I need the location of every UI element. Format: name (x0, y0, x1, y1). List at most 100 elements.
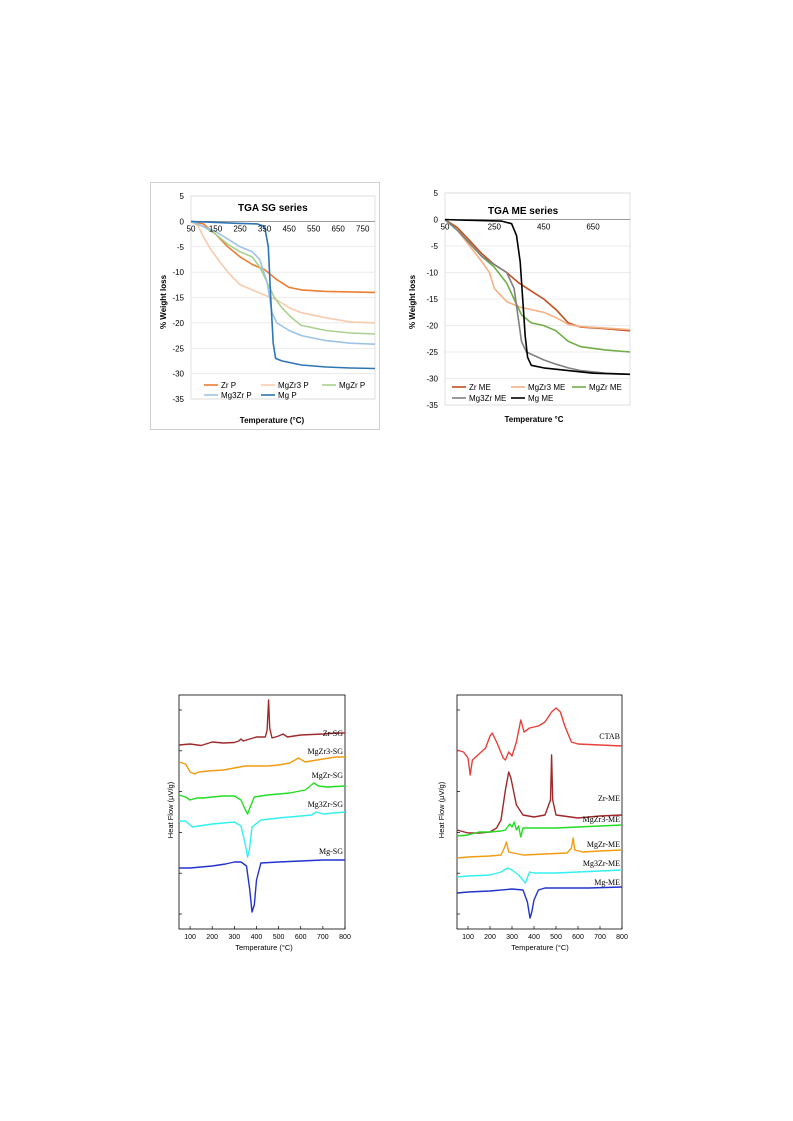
x-tick-label: 250 (488, 223, 502, 232)
x-tick-label: 200 (206, 934, 218, 941)
y-tick-label: -30 (172, 370, 184, 379)
y-tick-label: 0 (180, 217, 185, 226)
y-tick-label: -10 (172, 268, 184, 277)
legend-label-mg-me: Mg ME (528, 394, 553, 403)
chart-title: TGA ME series (488, 206, 559, 217)
curve-label-mg-me: Mg-ME (594, 878, 620, 887)
x-tick-label: 500 (550, 934, 562, 941)
series-line-mg-p (190, 220, 376, 370)
x-tick-label: 350 (258, 224, 272, 233)
x-tick-labels: 50 150 250 350 450 550 650 750 (187, 224, 370, 233)
series-line-mg3zr-me (456, 867, 623, 884)
curve-label-ctab: CTAB (599, 732, 620, 741)
chart-title: TGA SG series (238, 203, 308, 214)
y-tick-label: -15 (426, 295, 438, 304)
x-tick-label: 50 (441, 223, 450, 232)
series-line-mgzr-me (444, 218, 631, 353)
chart-frame (150, 182, 380, 430)
axes (178, 694, 346, 930)
legend-label-mgzr-p: MgZr P (339, 381, 365, 390)
legend-label-mg3zr-me: Mg3Zr ME (469, 394, 506, 403)
series-line-ctab (456, 707, 623, 776)
series-line-mg3zr-p (190, 220, 376, 345)
curve-label-mgzr-sg: MgZr-SG (312, 771, 344, 780)
curve-label-mg3zr-sg: Mg3Zr-SG (308, 800, 344, 809)
series-line-mg3zr-me (444, 218, 631, 376)
grid (190, 195, 376, 400)
y-tick-label: -30 (426, 375, 438, 384)
y-axis-label: % Weight loss (159, 274, 168, 329)
axes (456, 694, 623, 930)
series-line-mg-me (444, 218, 631, 376)
legend: Zr ME MgZr3 ME MgZr ME Mg3Zr ME Mg ME (452, 383, 622, 403)
curve-label-mgzr-me: MgZr-ME (587, 840, 620, 849)
series-group (444, 218, 631, 376)
curve-label-mgzr3-sg: MgZr3-SG (307, 747, 343, 756)
x-axis-label: Temperature (°C) (511, 943, 569, 952)
dsc-sg-chart: Zr-SG MgZr3-SG MgZr-SG Mg3Zr-SG Mg-SG Heat F… (166, 694, 351, 952)
y-tick-label: -5 (177, 243, 185, 252)
x-tick-label: 150 (209, 224, 223, 233)
tga-sg-chart: TGA SG series % Weight loss Temperature … (150, 182, 380, 430)
x-tick-label: 400 (251, 934, 263, 941)
series-line-mgzr3-p (190, 220, 376, 324)
x-tick-label: 700 (317, 934, 329, 941)
legend-label-mgzr-me: MgZr ME (589, 383, 622, 392)
x-tick-labels: 100 200 300 400 500 600 700 800 (184, 934, 351, 941)
y-tick-label: -20 (426, 322, 438, 331)
series-group (190, 220, 376, 370)
x-tick-label: 650 (586, 223, 600, 232)
legend-label-mgzr3-p: MgZr3 P (278, 381, 309, 390)
y-tick-label: -15 (172, 294, 184, 303)
legend-label-mg3zr-p: Mg3Zr P (221, 391, 252, 400)
grid (444, 192, 631, 406)
x-tick-label: 300 (228, 934, 240, 941)
series-line-mgzr3-sg (178, 756, 345, 775)
x-tick-label: 750 (356, 224, 370, 233)
curve-label-mgzr3-me: MgZr3-ME (583, 815, 620, 824)
series-line-mg3zr-sg (179, 811, 346, 858)
series-group (456, 707, 623, 919)
x-tick-label: 50 (187, 224, 196, 233)
x-axis-label: Temperature (°C) (240, 416, 305, 425)
series-line-zr-sg (178, 699, 345, 747)
y-tick-labels: 5 0 -5 -10 -15 -20 -25 -30 -35 (172, 192, 184, 404)
plot-frame (456, 694, 623, 930)
y-tick-labels: 5 0 -5 -10 -15 -20 -25 -30 -35 (426, 189, 438, 410)
curve-labels: Zr-SG MgZr3-SG MgZr-SG Mg3Zr-SG Mg-SG (307, 729, 343, 856)
tga-me-chart: TGA ME series % Weight loss Temperature … (408, 189, 631, 424)
y-tick-label: -25 (172, 344, 184, 353)
y-tick-label: 5 (180, 192, 185, 201)
x-tick-label: 600 (572, 934, 584, 941)
y-axis-label: Heat Flow (µV/g) (437, 781, 446, 838)
y-tick-label: 0 (434, 216, 439, 225)
curve-label-mg3zr-me: Mg3Zr-ME (583, 859, 620, 868)
y-axis-label: Heat Flow (µV/g) (166, 781, 175, 838)
x-tick-label: 400 (528, 934, 540, 941)
series-line-mgzr3-me (444, 218, 631, 331)
y-axis-label: % Weight loss (408, 274, 417, 329)
y-tick-label: 5 (434, 189, 439, 198)
x-tick-label: 450 (537, 223, 551, 232)
y-tick-label: -5 (431, 242, 439, 251)
y-tick-label: -35 (426, 401, 438, 410)
x-tick-label: 250 (233, 224, 247, 233)
x-tick-label: 300 (506, 934, 518, 941)
x-tick-label: 650 (332, 224, 346, 233)
y-tick-label: -10 (426, 269, 438, 278)
series-line-mgzr-me (456, 837, 623, 859)
curve-labels: CTAB Zr-ME MgZr3-ME MgZr-ME Mg3Zr-ME Mg-ME (583, 732, 620, 887)
x-axis-label: Temperature (°C) (235, 943, 293, 952)
x-tick-label: 800 (339, 934, 351, 941)
x-tick-label: 100 (462, 934, 474, 941)
legend-label-zr-me: Zr ME (469, 383, 491, 392)
legend-label-zr-p: Zr P (221, 381, 236, 390)
legend-label-mg-p: Mg P (278, 391, 297, 400)
y-tick-label: -25 (426, 348, 438, 357)
x-tick-label: 550 (307, 224, 321, 233)
x-tick-label: 450 (282, 224, 296, 233)
x-tick-label: 200 (484, 934, 496, 941)
x-tick-label: 100 (184, 934, 196, 941)
series-line-mg-sg (179, 859, 345, 913)
x-tick-labels: 50 250 450 650 (441, 223, 601, 232)
